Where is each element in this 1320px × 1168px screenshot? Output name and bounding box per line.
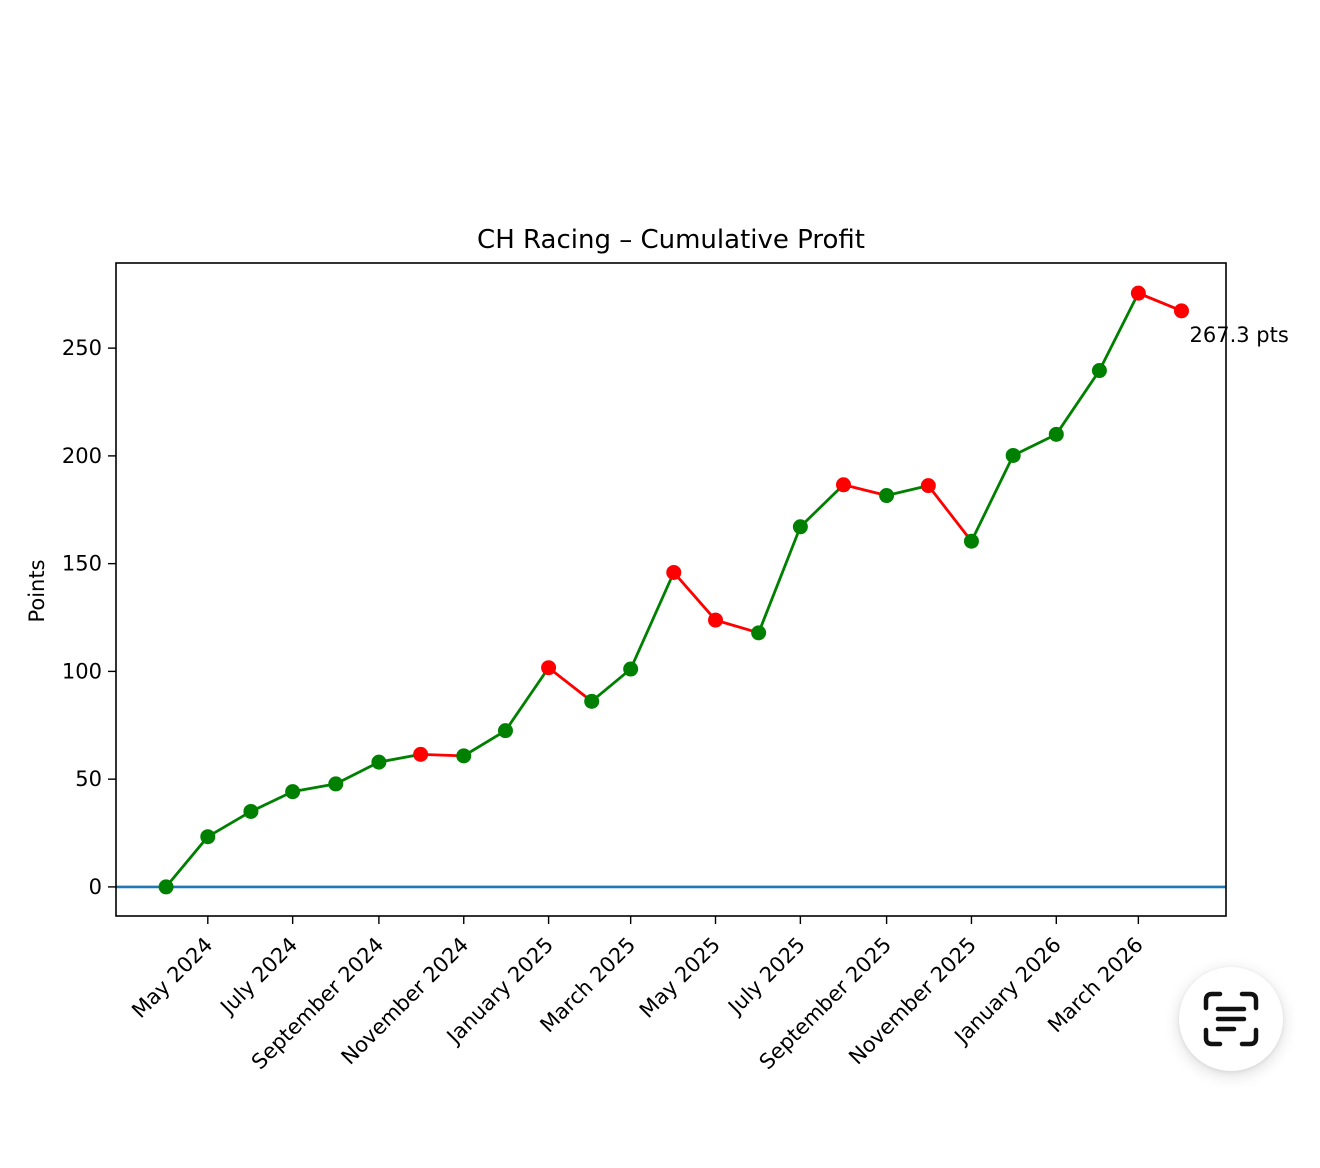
x-tick-label: July 2025 bbox=[722, 933, 810, 1021]
series-line-segment bbox=[590, 667, 633, 703]
data-point bbox=[285, 784, 301, 800]
data-point bbox=[666, 564, 682, 580]
y-axis-label: Points bbox=[25, 559, 49, 622]
y-tick-label: 0 bbox=[89, 875, 102, 899]
data-point bbox=[158, 879, 174, 895]
data-point bbox=[243, 803, 259, 819]
data-point bbox=[920, 478, 936, 494]
series-line-segment bbox=[1054, 369, 1101, 436]
data-point bbox=[963, 533, 979, 549]
data-point bbox=[623, 661, 639, 677]
data-point bbox=[497, 723, 513, 739]
data-point bbox=[413, 746, 429, 762]
series-line-segment bbox=[970, 454, 1015, 543]
data-point bbox=[835, 477, 851, 493]
data-point bbox=[751, 625, 767, 641]
series-line-segment bbox=[164, 835, 210, 889]
plot-frame bbox=[115, 262, 1227, 917]
x-tick-label: July 2024 bbox=[215, 933, 303, 1021]
series-line-segment bbox=[547, 666, 594, 703]
x-tick-label: May 2024 bbox=[127, 933, 217, 1023]
data-point bbox=[1173, 303, 1189, 319]
data-point bbox=[541, 660, 557, 676]
series-line-segment bbox=[249, 790, 295, 813]
x-tick-label: May 2025 bbox=[635, 933, 725, 1023]
data-point bbox=[371, 754, 387, 770]
y-tick-label: 100 bbox=[62, 659, 102, 683]
data-point bbox=[584, 693, 600, 709]
y-tick-label: 250 bbox=[62, 336, 102, 360]
data-point bbox=[792, 519, 808, 535]
series-line-segment bbox=[334, 760, 381, 786]
series-line-segment bbox=[206, 810, 253, 839]
data-point bbox=[1091, 363, 1107, 379]
chart-title: CH Racing – Cumulative Profit bbox=[477, 225, 865, 255]
data-point bbox=[456, 748, 472, 764]
series-line-segment bbox=[672, 571, 717, 622]
data-point bbox=[1130, 285, 1146, 301]
y-tick-label: 150 bbox=[62, 552, 102, 576]
series-line-segment bbox=[757, 525, 802, 635]
series-line-segment bbox=[1098, 291, 1140, 372]
series-line-segment bbox=[629, 571, 676, 671]
data-point bbox=[1048, 426, 1064, 442]
final-value-annotation: 267.3 pts bbox=[1189, 323, 1288, 347]
scan-text-button[interactable] bbox=[1179, 967, 1283, 1071]
y-tick-label: 50 bbox=[75, 767, 102, 791]
scan-text-icon bbox=[1203, 991, 1259, 1047]
series-line-segment bbox=[462, 729, 507, 758]
data-point bbox=[708, 612, 724, 628]
series-line-segment bbox=[504, 666, 550, 733]
data-point bbox=[328, 776, 344, 792]
series-line-segment bbox=[926, 484, 973, 543]
series-line-segment bbox=[798, 483, 845, 529]
series-line-segment bbox=[1011, 432, 1058, 457]
y-tick-label: 200 bbox=[62, 444, 102, 468]
data-point bbox=[879, 488, 895, 504]
series-line-segment bbox=[1136, 291, 1183, 313]
annotation-background bbox=[1185, 319, 1293, 350]
data-point bbox=[1005, 447, 1021, 463]
data-point bbox=[200, 829, 216, 845]
